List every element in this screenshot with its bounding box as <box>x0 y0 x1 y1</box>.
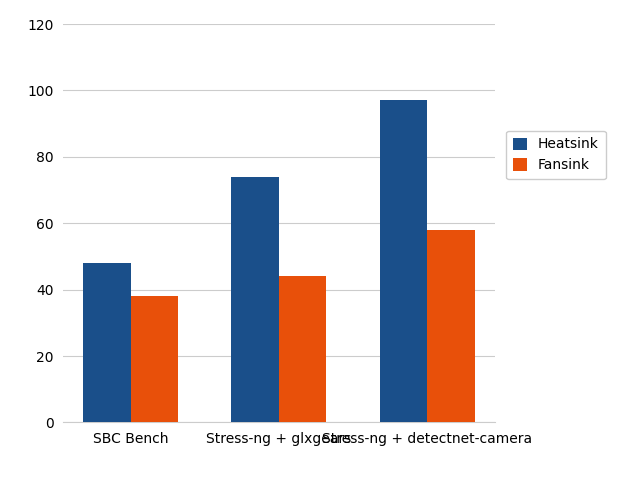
Bar <box>427 230 475 422</box>
Bar <box>231 177 279 422</box>
Bar <box>279 276 327 422</box>
Bar <box>380 100 427 422</box>
Bar <box>83 263 131 422</box>
Bar <box>131 296 178 422</box>
Legend: Heatsink, Fansink: Heatsink, Fansink <box>506 131 605 180</box>
